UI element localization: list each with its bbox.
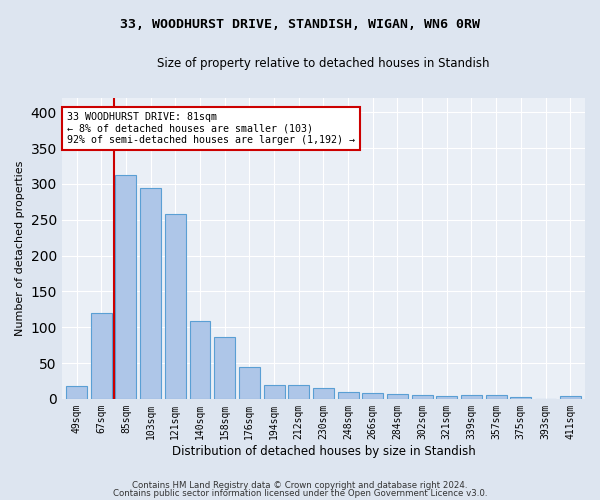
Bar [387,394,408,399]
Bar [436,396,457,399]
Y-axis label: Number of detached properties: Number of detached properties [15,161,25,336]
Bar [313,388,334,399]
Text: 33, WOODHURST DRIVE, STANDISH, WIGAN, WN6 0RW: 33, WOODHURST DRIVE, STANDISH, WIGAN, WN… [120,18,480,30]
Bar [190,321,211,399]
Text: 33 WOODHURST DRIVE: 81sqm
← 8% of detached houses are smaller (103)
92% of semi-: 33 WOODHURST DRIVE: 81sqm ← 8% of detach… [67,112,355,145]
Bar [485,396,506,399]
Bar [165,214,186,399]
Title: Size of property relative to detached houses in Standish: Size of property relative to detached ho… [157,58,490,70]
Bar [91,313,112,399]
Bar [362,393,383,399]
Bar [288,384,309,399]
Bar [511,396,532,399]
Bar [140,188,161,399]
Bar [66,386,87,399]
Bar [461,396,482,399]
Bar [115,174,136,399]
Text: Contains public sector information licensed under the Open Government Licence v3: Contains public sector information licen… [113,488,487,498]
Text: Contains HM Land Registry data © Crown copyright and database right 2024.: Contains HM Land Registry data © Crown c… [132,481,468,490]
Bar [560,396,581,399]
Bar [338,392,359,399]
Bar [214,336,235,399]
Bar [263,384,284,399]
Bar [412,394,433,399]
Bar [239,366,260,399]
X-axis label: Distribution of detached houses by size in Standish: Distribution of detached houses by size … [172,444,475,458]
